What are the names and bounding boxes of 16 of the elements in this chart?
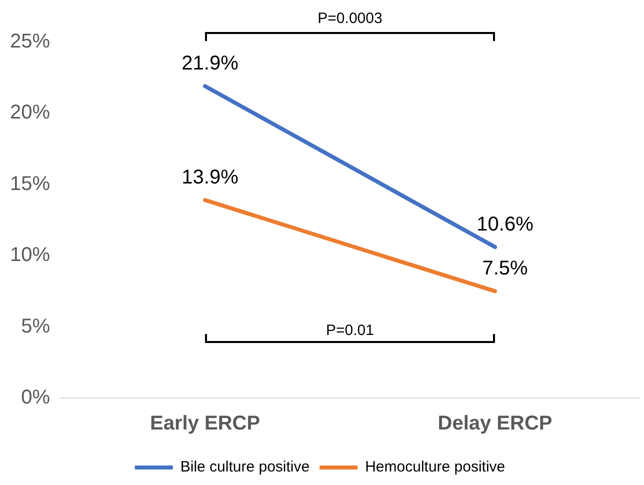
y-tick-label: 15% — [10, 172, 50, 195]
data-label: 21.9% — [182, 52, 239, 75]
y-tick-label: 25% — [10, 30, 50, 53]
data-label: 7.5% — [482, 258, 528, 280]
x-tick-label: Delay ERCP — [438, 412, 552, 435]
x-tick-label: Early ERCP — [150, 412, 260, 435]
y-tick-label: 5% — [21, 315, 50, 338]
y-tick-label: 0% — [21, 386, 50, 409]
y-tick-label: 20% — [10, 102, 50, 124]
legend-label: Hemoculture positive — [365, 458, 506, 476]
y-tick-label: 10% — [10, 244, 50, 266]
legend-label: Bile culture positive — [180, 458, 310, 476]
text: P=0.0003 — [318, 10, 382, 27]
annotation: P=0.01 — [326, 322, 374, 339]
data-label: 10.6% — [476, 214, 534, 236]
data-label: 13.9% — [182, 166, 239, 189]
